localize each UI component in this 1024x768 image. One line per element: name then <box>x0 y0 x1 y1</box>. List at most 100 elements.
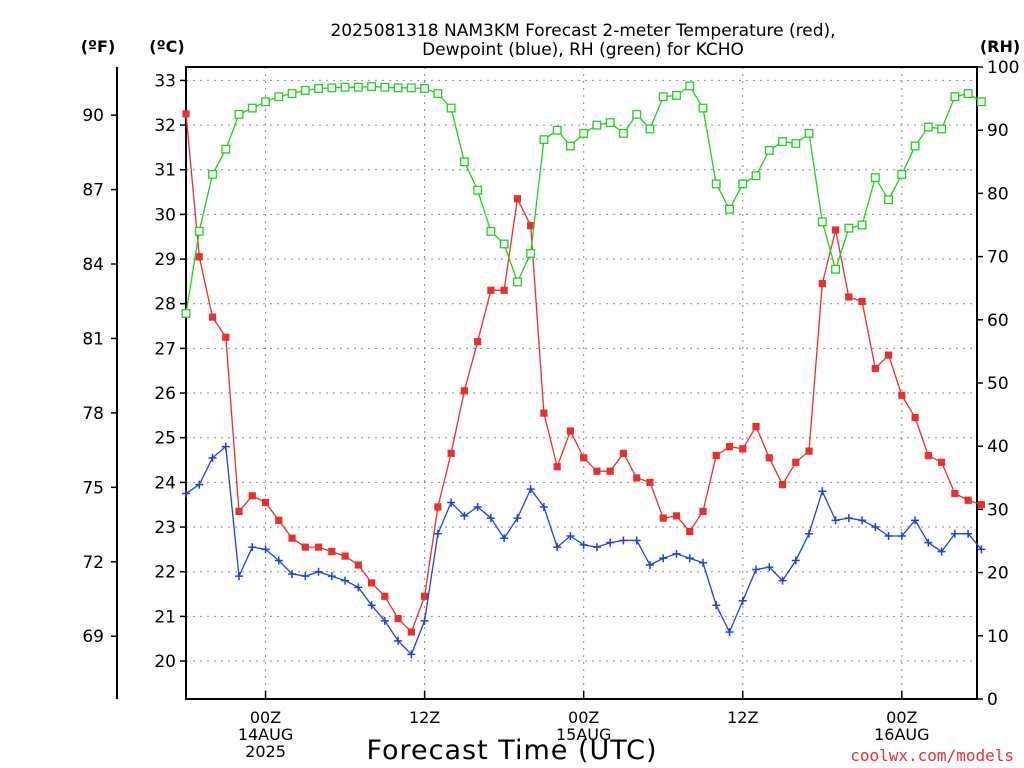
series-rh <box>181 81 986 318</box>
rh-point <box>261 97 270 107</box>
rh-point <box>632 109 642 119</box>
temperature-point <box>911 414 919 422</box>
rh-point <box>857 220 867 230</box>
celsius-tick-label: 29 <box>154 250 176 270</box>
rh-point <box>751 171 761 181</box>
rh-point <box>459 157 469 167</box>
temperature-point <box>182 110 190 118</box>
temperature-point <box>261 498 270 507</box>
fahrenheit-tick-label: 69 <box>82 627 104 647</box>
celsius-tick-label: 32 <box>154 116 176 136</box>
dewpoint-point <box>884 531 893 540</box>
rh-tick-label: 10 <box>987 627 1009 647</box>
dewpoint-point <box>341 576 350 585</box>
temperature-point <box>951 489 959 498</box>
dewpoint-point <box>977 545 986 554</box>
rh-point <box>791 139 801 148</box>
celsius-axis-ticks: 20 21 22 23 24 25 26 27 28 29 30 31 32 33 <box>154 71 186 672</box>
rh-point <box>738 179 748 189</box>
dewpoint-point <box>778 576 787 585</box>
rh-point <box>393 83 403 93</box>
time-tick-label: 00Z <box>886 708 917 727</box>
temperature-point <box>686 527 694 536</box>
dewpoint-point <box>513 514 522 523</box>
source-credit: coolwx.com/models <box>850 746 1014 765</box>
rh-point <box>234 109 244 119</box>
rh-tick-label: 20 <box>987 564 1009 584</box>
temperature-point <box>831 226 840 234</box>
dewpoint-point <box>473 502 482 511</box>
temperature-point <box>275 516 283 524</box>
dewpoint-point <box>752 565 761 574</box>
rh-point <box>473 185 483 195</box>
rh-tick-label: 90 <box>987 121 1009 141</box>
rh-point <box>725 204 734 214</box>
time-tick-label: 12Z <box>727 708 758 727</box>
temperature-point <box>964 496 972 504</box>
temperature-point <box>619 449 628 457</box>
rh-point <box>247 103 257 113</box>
temperature-point <box>527 221 535 230</box>
dewpoint-point <box>937 547 946 556</box>
rh-point <box>963 89 973 98</box>
dewpoint-point <box>380 616 389 625</box>
dewpoint-point <box>235 572 244 581</box>
dewpoint-point <box>367 601 376 610</box>
rh-point <box>565 141 575 151</box>
dewpoint-point <box>553 543 562 552</box>
temperature-point <box>222 333 230 341</box>
temperature-point <box>447 449 455 457</box>
celsius-tick-label: 33 <box>154 71 176 91</box>
dewpoint-point <box>261 545 270 554</box>
temperature-point <box>566 427 575 435</box>
temperature-point <box>818 280 826 288</box>
temperature-point <box>474 338 482 346</box>
chart-title: 2025081318 NAM3KM Forecast 2-meter Tempe… <box>330 21 835 60</box>
rh-point <box>499 239 509 249</box>
temperature-point <box>938 458 946 466</box>
temperature-point <box>487 286 495 294</box>
temperature-point <box>434 503 442 511</box>
time-tick-label: 00Z <box>250 708 281 727</box>
rh-tick-label: 60 <box>987 311 1009 331</box>
temperature-point <box>235 507 243 516</box>
temperature-point <box>354 561 362 569</box>
dewpoint-point <box>500 534 509 543</box>
celsius-tick-label: 26 <box>154 384 176 404</box>
dewpoint-point <box>539 502 548 511</box>
celsius-tick-label: 27 <box>154 339 176 359</box>
temperature-point <box>858 297 866 306</box>
chart-title-line-1: 2025081318 NAM3KM Forecast 2-meter Tempe… <box>330 21 835 41</box>
rh-point <box>592 120 602 130</box>
rh-point <box>367 82 377 92</box>
temperature-point <box>659 514 667 522</box>
x-axis-title: Forecast Time (UTC) <box>366 735 657 766</box>
celsius-tick-label: 21 <box>154 607 176 627</box>
temperature-point <box>725 443 734 451</box>
rh-point <box>208 169 217 179</box>
rh-point <box>433 89 443 98</box>
rh-point <box>619 128 628 138</box>
dewpoint-point <box>208 453 217 462</box>
temperature-point <box>739 445 747 453</box>
dewpoint-point <box>805 529 814 538</box>
grid-lines <box>186 67 977 699</box>
dewpoint-point <box>818 487 827 496</box>
dewpoint-point <box>698 558 707 567</box>
dewpoint-point <box>394 636 403 645</box>
fahrenheit-tick-label: 84 <box>82 255 104 275</box>
series-temperature <box>182 110 985 636</box>
temperature-point <box>792 458 800 466</box>
temperature-point <box>394 615 402 623</box>
time-tick-label: 14AUG <box>238 725 293 744</box>
rh-point <box>221 144 231 154</box>
celsius-unit-label: (ºC) <box>149 37 184 56</box>
dewpoint-point <box>911 516 920 525</box>
rh-unit-label: (RH) <box>980 37 1020 56</box>
rh-point <box>950 92 960 102</box>
temperature-point <box>328 548 336 556</box>
temperature-point <box>500 286 508 294</box>
rh-axis-ticks: 0 10 20 30 40 50 60 70 80 90 100 <box>977 58 1019 710</box>
dewpoint-point <box>685 554 694 563</box>
